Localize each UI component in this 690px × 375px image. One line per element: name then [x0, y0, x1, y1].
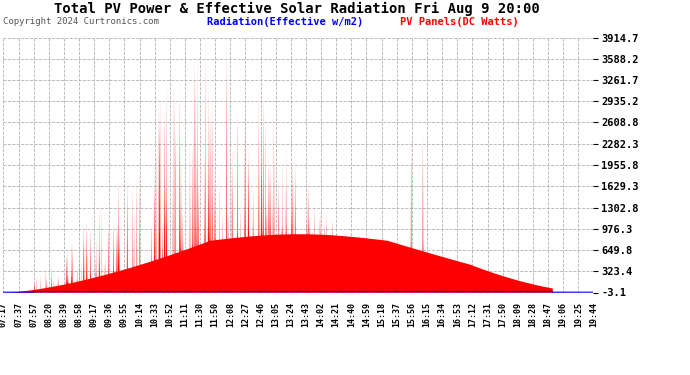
Text: Copyright 2024 Curtronics.com: Copyright 2024 Curtronics.com [3, 17, 159, 26]
Text: Radiation(Effective w/m2): Radiation(Effective w/m2) [207, 17, 363, 27]
Text: PV Panels(DC Watts): PV Panels(DC Watts) [400, 17, 519, 27]
Text: Total PV Power & Effective Solar Radiation Fri Aug 9 20:00: Total PV Power & Effective Solar Radiati… [54, 2, 540, 16]
